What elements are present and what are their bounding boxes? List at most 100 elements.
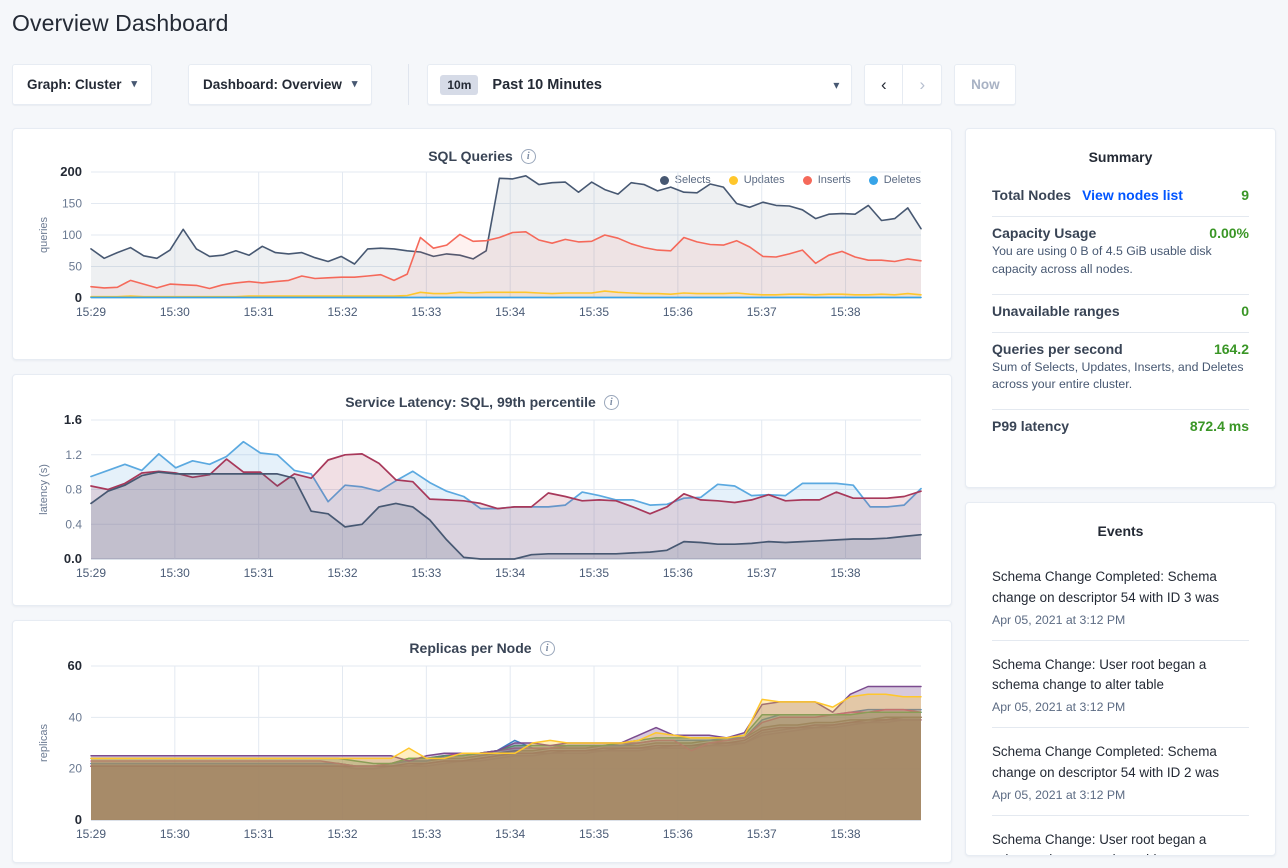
chart-title-sql-queries: SQL Queries i — [13, 129, 951, 164]
event-text: Schema Change: User root began a schema … — [992, 656, 1207, 693]
summary-divider — [992, 409, 1249, 411]
x-tick-label: 15:37 — [747, 827, 777, 841]
chart-card-service-latency: Service Latency: SQL, 99th percentile i … — [12, 374, 952, 606]
plot-service-latency[interactable]: 0.0 0.4 0.8 1.2 1.6 15:29 15:30 15:31 15:32 15:33… — [13, 410, 951, 585]
events-title: Events — [1097, 523, 1144, 539]
legend-dot-selects — [659, 175, 669, 185]
series-area — [91, 472, 921, 559]
legend-item-selects[interactable]: Selects — [659, 174, 711, 186]
summary-row: Total Nodes View nodes list 9 — [966, 179, 1275, 205]
event-item[interactable]: Schema Change Completed: Schema change o… — [966, 728, 1275, 815]
y-tick-label: 0 — [75, 812, 82, 827]
summary-row: P99 latency 872.4 ms — [966, 410, 1275, 436]
legend-item-inserts[interactable]: Inserts — [802, 174, 851, 186]
series-area — [91, 709, 921, 820]
x-tick-label: 15:29 — [76, 566, 106, 580]
event-text: Schema Change: User root began a schema … — [992, 831, 1207, 855]
now-button[interactable]: Now — [954, 64, 1017, 105]
info-icon[interactable]: i — [520, 148, 536, 164]
x-tick-label: 15:34 — [495, 566, 525, 580]
event-text: Schema Change Completed: Schema change o… — [992, 744, 1220, 780]
summary-row: Unavailable ranges 0 — [966, 295, 1275, 321]
summary-row: Capacity Usage 0.00% You are using 0 B of … — [966, 217, 1275, 283]
y-axis-title: replicas — [38, 724, 50, 762]
x-tick-label: 15:31 — [244, 305, 274, 319]
summary-value: 0 — [1241, 302, 1249, 319]
series-area — [91, 712, 921, 820]
x-tick-label: 15:37 — [747, 305, 777, 319]
x-tick-label: 15:32 — [327, 566, 357, 580]
legend-item-deletes[interactable]: Deletes — [868, 174, 921, 186]
event-divider — [992, 639, 1249, 641]
chart-title-text: SQL Queries — [428, 148, 513, 164]
x-tick-label: 15:38 — [831, 827, 861, 841]
summary-divider — [992, 216, 1249, 217]
time-range-selector[interactable]: 10m Past 10 Minutes ▾ — [427, 64, 853, 105]
graph-selector-label: Graph: Cluster — [27, 77, 122, 92]
y-tick-label: 0 — [75, 290, 82, 305]
info-icon[interactable]: i — [603, 394, 619, 410]
x-tick-label: 15:33 — [411, 305, 441, 319]
dashboard-selector[interactable]: Dashboard: Overview ▾ — [188, 64, 373, 105]
y-tick-label: 100 — [62, 228, 82, 242]
charts-column: SQL Queries i Selects Updates Inserts — [12, 128, 952, 868]
x-tick-label: 15:30 — [160, 827, 190, 841]
x-tick-label: 15:35 — [579, 566, 609, 580]
summary-value: 872.4 ms — [1189, 418, 1249, 435]
y-tick-label: 150 — [62, 197, 82, 211]
time-range-pill: 10m — [440, 74, 479, 95]
series-area — [91, 709, 921, 820]
event-divider — [992, 814, 1249, 816]
summary-label: Capacity Usage — [992, 225, 1097, 241]
summary-description: Sum of Selects, Updates, Inserts, and De… — [992, 359, 1244, 392]
legend-label-selects: Selects — [674, 174, 711, 186]
y-tick-label: 60 — [68, 658, 82, 673]
x-tick-label: 15:36 — [663, 827, 693, 841]
plot-replicas-per-node[interactable]: 0 20 40 60 15:29 15:30 15:31 15:32 15:33 15:34 15:… — [13, 656, 951, 846]
view-nodes-list-link[interactable]: View nodes list — [1082, 187, 1183, 203]
series-area — [91, 694, 921, 820]
chevron-down-icon: ▾ — [131, 78, 138, 90]
x-tick-label: 15:35 — [579, 827, 609, 841]
summary-value: 164.2 — [1213, 340, 1249, 357]
legend-dot-deletes — [868, 175, 878, 185]
summary-panel: Summary Total Nodes View nodes list 9 Capac… — [965, 128, 1276, 488]
x-tick-label: 15:34 — [495, 827, 525, 841]
info-icon[interactable]: i — [539, 640, 555, 656]
toolbar: Graph: Cluster ▾ Dashboard: Overview ▾ 1… — [12, 64, 1017, 105]
series-line — [90, 453, 922, 515]
y-tick-label: 1.2 — [65, 448, 82, 462]
series-area — [91, 441, 921, 559]
y-tick-label: 0.4 — [65, 517, 82, 531]
y-tick-label: 40 — [69, 710, 83, 724]
x-tick-label: 15:38 — [831, 305, 861, 319]
series-line — [90, 693, 922, 760]
chevron-down-icon: ▾ — [833, 77, 840, 92]
graph-selector[interactable]: Graph: Cluster ▾ — [12, 64, 153, 105]
summary-value: 0.00% — [1209, 225, 1249, 241]
x-tick-label: 15:38 — [831, 566, 861, 580]
series-line — [90, 716, 922, 767]
prev-range-button[interactable]: ‹ — [864, 64, 904, 105]
chart-title-service-latency: Service Latency: SQL, 99th percentile i — [13, 375, 951, 410]
event-item[interactable]: Schema Change Completed: Schema change o… — [966, 553, 1275, 640]
y-tick-label: 20 — [69, 762, 83, 776]
y-tick-label: 0.8 — [65, 483, 82, 497]
next-range-button[interactable]: › — [903, 64, 943, 105]
plot-sql-queries[interactable]: 0 50 100 150 200 15:29 15:30 15:31 15:32 15:33 15:… — [13, 164, 951, 324]
y-axis-title: queries — [38, 216, 50, 253]
summary-label: Total Nodes — [992, 187, 1072, 203]
series-area — [91, 175, 921, 298]
event-item[interactable]: Schema Change: User root began a schema … — [966, 641, 1275, 728]
x-tick-label: 15:31 — [244, 827, 274, 841]
chevron-down-icon: ▾ — [351, 78, 358, 90]
series-line — [90, 231, 922, 290]
legend-dot-updates — [728, 175, 738, 185]
events-panel: Events Schema Change Completed: Schema c… — [965, 502, 1276, 856]
chart-card-replicas-per-node: Replicas per Node i 0 20 40 60 15:29 15:30 15:… — [12, 620, 952, 863]
legend-label-inserts: Inserts — [817, 174, 851, 186]
legend-item-updates[interactable]: Updates — [728, 174, 785, 186]
summary-label: Unavailable ranges — [992, 302, 1120, 319]
summary-divider — [992, 293, 1249, 295]
event-item[interactable]: Schema Change: User root began a schema … — [966, 816, 1275, 855]
